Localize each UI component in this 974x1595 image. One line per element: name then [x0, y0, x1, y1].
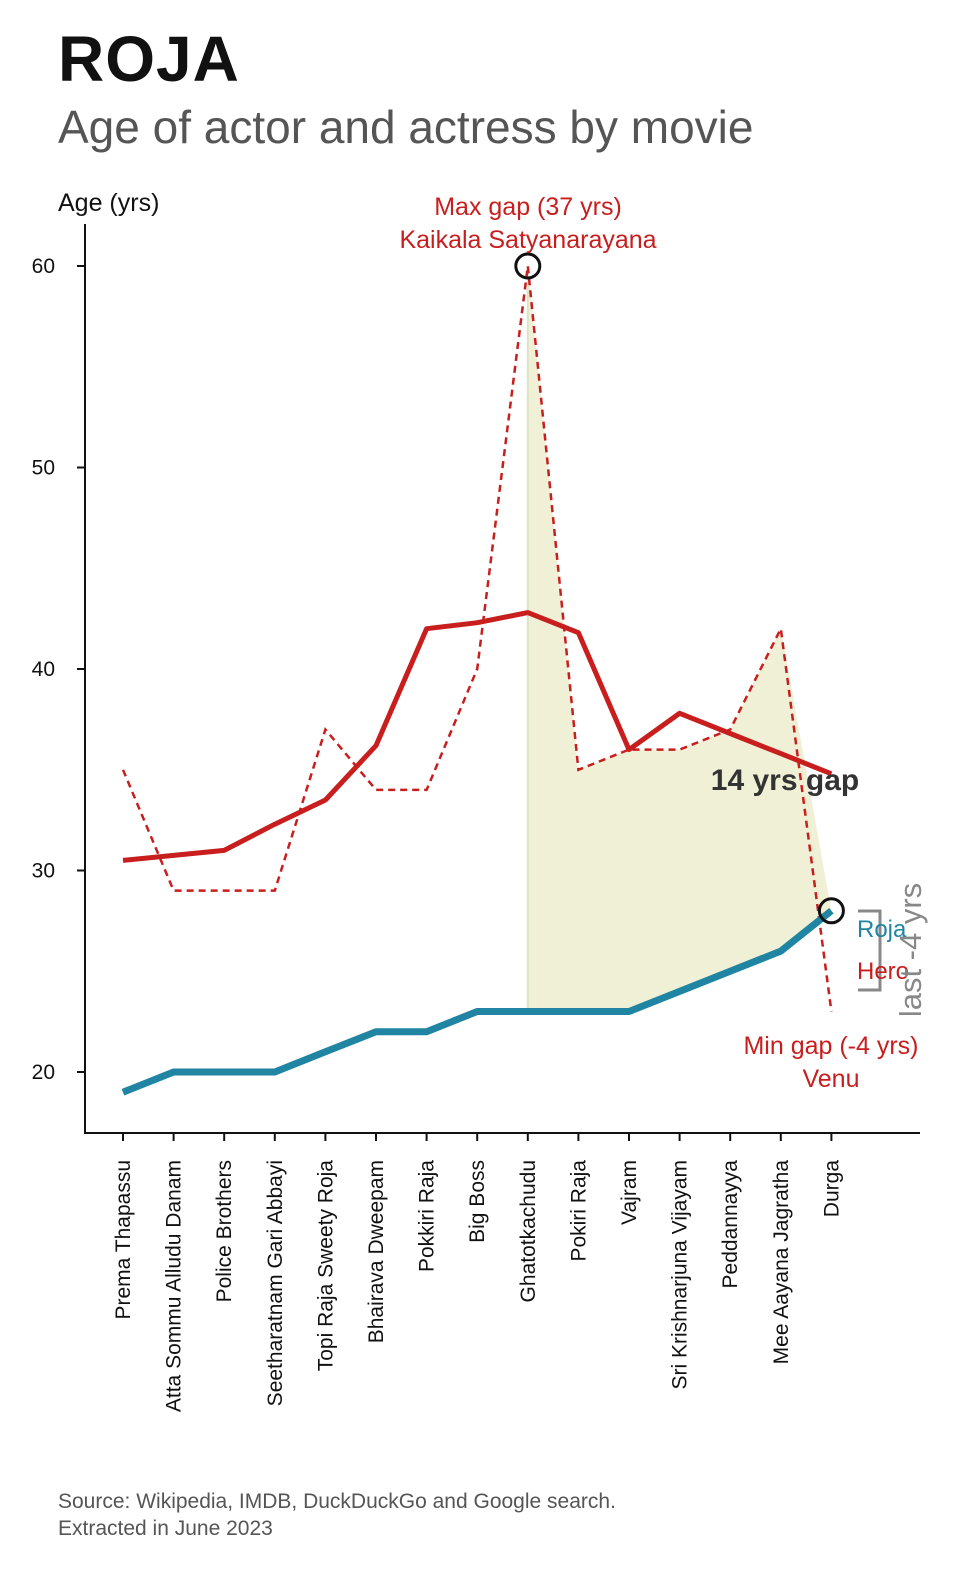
x-tick-label: Ghatotkachudu: [517, 1160, 540, 1302]
x-tick-label: Big Boss: [466, 1160, 489, 1243]
series-label-roja: Roja: [857, 916, 907, 943]
min-gap-annotation: Min gap (-4 yrs): [743, 1032, 918, 1060]
gap-fill-polygon: [527, 266, 832, 1012]
last-point-marker: [817, 897, 845, 925]
x-tick-label: Sri Krishnarjuna Vijayam: [669, 1160, 692, 1390]
series-lines: [121, 265, 834, 1096]
y-tick-label: 60: [32, 255, 55, 278]
y-tick-label: 50: [32, 457, 55, 480]
roja-age-line: [121, 908, 834, 1096]
x-tick-label: Pokkiri Raja: [416, 1160, 439, 1272]
last-gap-annotation: last -4 yrs: [893, 883, 928, 1017]
source-line-2: Extracted in June 2023: [58, 1517, 273, 1540]
x-tick-label: Bhairava Dweepam: [365, 1160, 388, 1343]
x-tick-label: Seetharatnam Gari Abbayi: [264, 1160, 287, 1406]
x-tick-label: Pokiri Raja: [567, 1160, 590, 1262]
y-tick-label: 40: [32, 658, 55, 681]
x-tick-label: Peddannayya: [719, 1160, 742, 1289]
x-tick-label: Vajram: [618, 1160, 641, 1225]
annotations: Max gap (37 yrs) Kaikala Satyanarayana M…: [399, 193, 928, 1093]
y-tick-label: 30: [32, 860, 55, 883]
axes: 20 30 40 50 60 Prema Thapassu Atta Sommu Allud…: [32, 224, 920, 1412]
extreme-markers: [514, 252, 845, 925]
x-tick-label: Prema Thapassu: [112, 1160, 135, 1320]
y-axis-label: Age (yrs): [58, 189, 159, 217]
source-note: Source: Wikipedia, IMDB, DuckDuckGo and …: [58, 1488, 616, 1542]
trend-gap-annotation: 14 yrs gap: [711, 764, 859, 797]
hero-age-line: [121, 265, 833, 1012]
hero-trend-line: [122, 610, 833, 863]
gap-shaded-area: [526, 266, 832, 1012]
chart-subtitle: Age of actor and actress by movie: [58, 101, 754, 153]
x-tick-label: Durga: [820, 1160, 843, 1218]
x-tick-label: Atta Sommu Alludu Danam: [163, 1160, 186, 1412]
x-tick-label: Mee Aayana Jagratha: [770, 1160, 793, 1365]
y-tick-label: 20: [32, 1061, 55, 1084]
x-tick-label: Topi Raja Sweety Roja: [314, 1160, 337, 1372]
max-gap-annotation: Max gap (37 yrs): [434, 193, 622, 221]
source-line-1: Source: Wikipedia, IMDB, DuckDuckGo and …: [58, 1490, 616, 1513]
min-gap-person: Venu: [802, 1065, 859, 1093]
max-gap-marker: [514, 252, 542, 280]
series-label-hero: Hero: [857, 958, 909, 985]
last-gap-bracket: [858, 909, 882, 992]
chart-title: ROJA: [58, 23, 240, 95]
x-tick-label: Police Brothers: [213, 1160, 236, 1302]
max-gap-person: Kaikala Satyanarayana: [399, 226, 656, 254]
